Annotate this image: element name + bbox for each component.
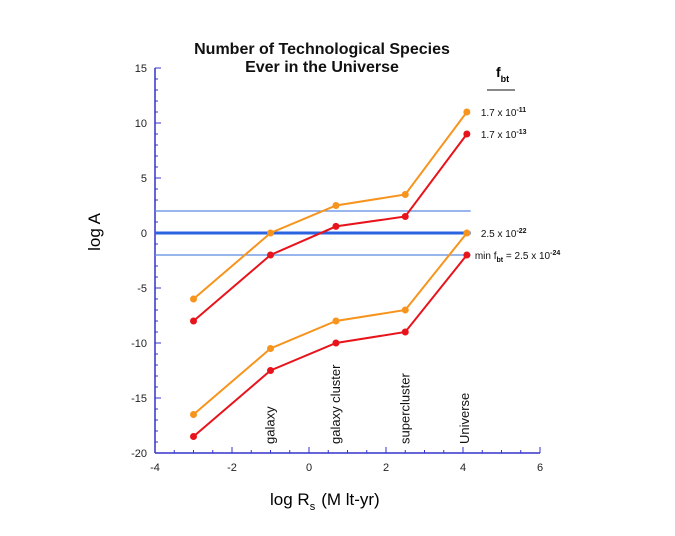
series-3: min fbt = 2.5 x 10-24	[190, 250, 560, 440]
data-point	[332, 222, 340, 230]
x-axis-label: log Rs (M lt-yr)	[270, 490, 380, 513]
x-axis-label-unit: (M lt-yr)	[321, 490, 380, 509]
data-point	[267, 229, 274, 237]
data-point	[267, 345, 274, 352]
series-0: 1.7 x 10-11	[190, 107, 526, 303]
data-point	[463, 229, 471, 237]
x-tick-label: 4	[460, 462, 466, 474]
data-point	[190, 295, 197, 303]
legend-header: fbt	[496, 64, 509, 84]
y-tick-label: -20	[131, 448, 147, 460]
data-point	[401, 306, 409, 314]
chart-title-line1: Number of Technological Species	[194, 41, 450, 58]
y-tick-label: 5	[141, 173, 147, 185]
series-line	[192, 133, 468, 322]
data-point	[190, 317, 197, 325]
x-tick-label: -2	[227, 462, 237, 474]
data-point	[332, 317, 340, 325]
data-point	[190, 433, 197, 440]
region-label: galaxy	[263, 406, 278, 444]
series-1: 1.7 x 10-13	[190, 129, 527, 325]
y-tick-label: 0	[141, 228, 147, 240]
x-tick-label: 0	[306, 462, 312, 474]
data-point	[190, 411, 197, 418]
y-axis-label: log A	[85, 212, 104, 250]
x-axis-label-main: log R	[270, 490, 310, 509]
region-label: supercluster	[397, 373, 412, 444]
series-annotation: 1.7 x 10-11	[481, 107, 526, 119]
series-annotation: 2.5 x 10-22	[481, 228, 527, 240]
data-point	[401, 328, 409, 336]
y-tick-label: -10	[131, 338, 147, 350]
y-tick-label: 10	[135, 118, 147, 130]
region-label: Universe	[457, 393, 472, 444]
y-tick-label: -5	[137, 283, 147, 295]
series-annotation: 1.7 x 10-13	[481, 129, 527, 141]
x-tick-label: 2	[383, 462, 389, 474]
y-tick-label: 15	[135, 63, 147, 75]
x-tick-label: 6	[537, 462, 543, 474]
region-label: galaxy cluster	[328, 364, 343, 444]
series-annotation: min fbt = 2.5 x 10-24	[475, 250, 560, 264]
data-point	[401, 213, 409, 220]
chart-title-line2: Ever in the Universe	[245, 59, 399, 76]
x-axis-label-sub: s	[310, 501, 316, 513]
data-point	[401, 191, 409, 198]
data-point	[267, 367, 274, 374]
data-point	[267, 251, 274, 259]
series-line	[192, 111, 468, 300]
x-tick-label: -4	[150, 462, 160, 474]
data-point	[463, 130, 471, 138]
data-point	[332, 202, 340, 209]
series-2: 2.5 x 10-22	[190, 228, 527, 418]
data-point	[463, 108, 471, 116]
y-tick-label: -15	[131, 393, 147, 405]
data-point	[332, 339, 340, 347]
data-point	[463, 251, 471, 259]
